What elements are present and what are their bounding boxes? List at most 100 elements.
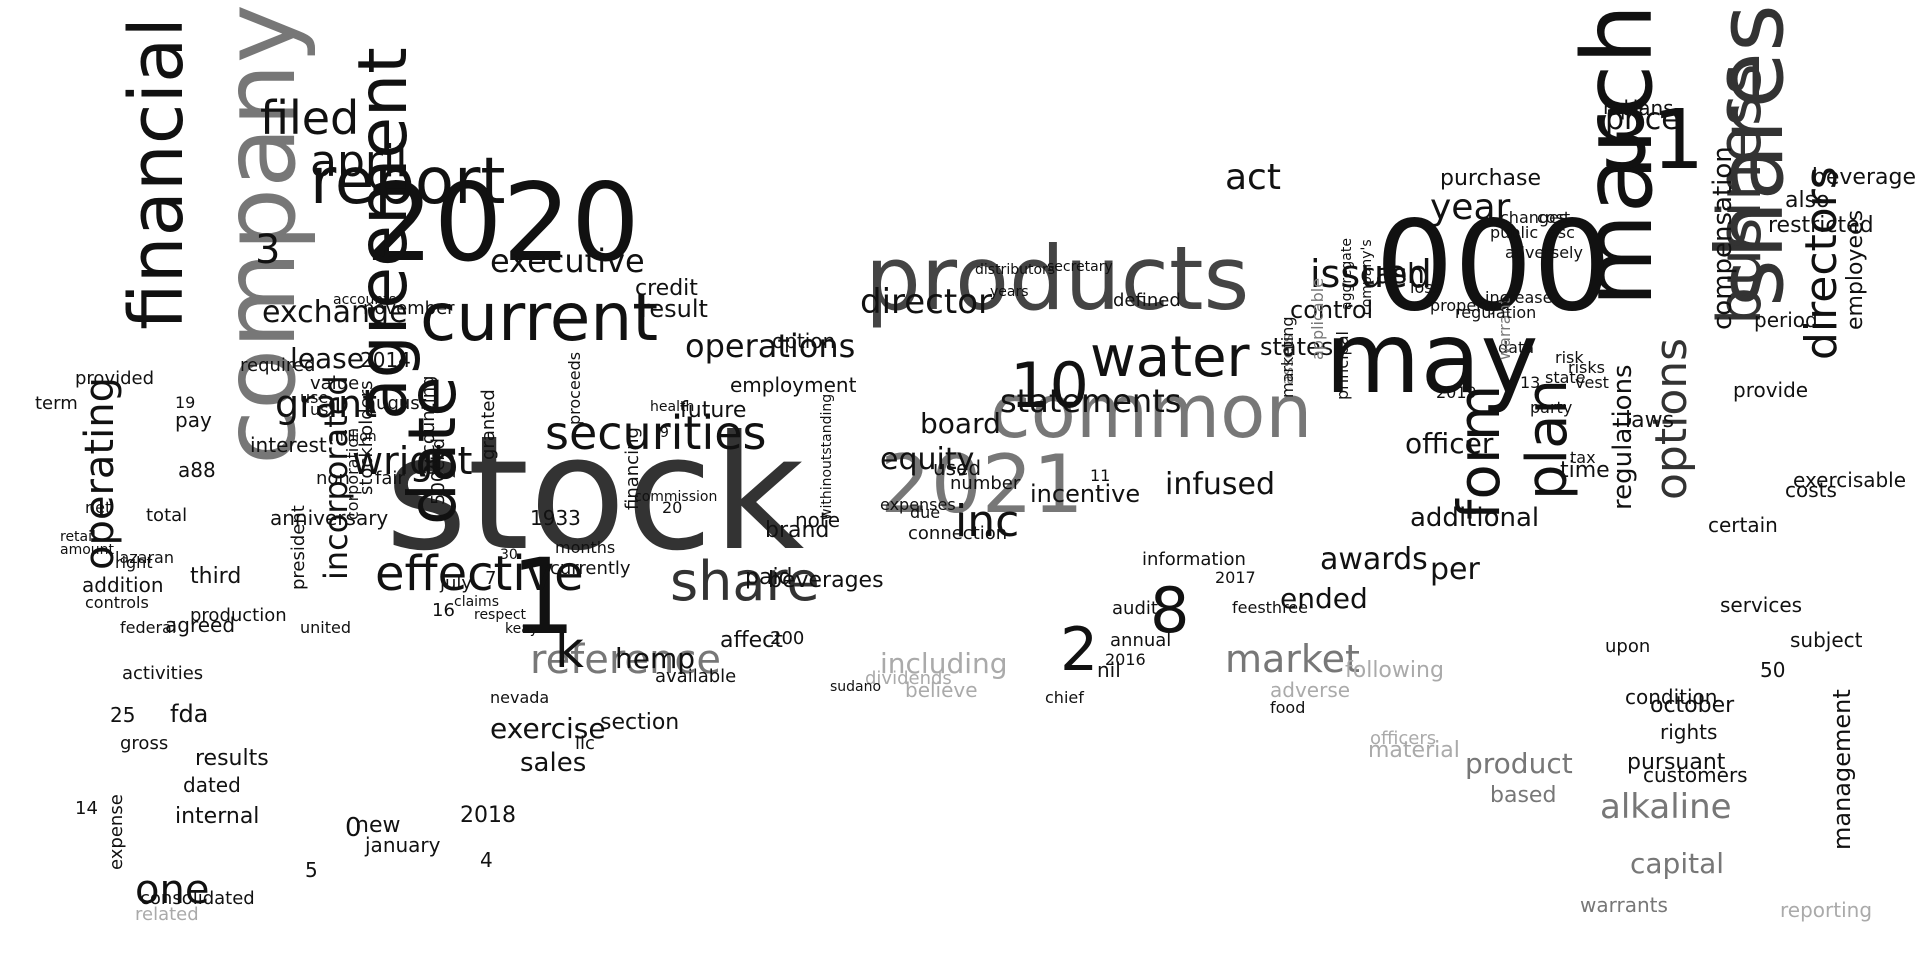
word-securities: securities xyxy=(545,406,767,460)
word-net: net xyxy=(85,498,112,517)
word-dividends: dividends xyxy=(865,668,952,689)
word-a88: a88 xyxy=(178,458,216,482)
word-distributors: distributors xyxy=(975,262,1056,278)
word-compensation: compensation xyxy=(1708,146,1738,330)
word-beverage: beverage xyxy=(1811,165,1916,190)
word-7: 7 xyxy=(485,568,497,589)
word-result: result xyxy=(640,295,708,323)
word-products: products xyxy=(865,227,1250,330)
word-4: 4 xyxy=(480,848,493,872)
word-expenses: expenses xyxy=(880,495,956,514)
word-5: 5 xyxy=(305,858,318,882)
word-9: 9 xyxy=(660,425,669,441)
word-third: third xyxy=(190,564,242,589)
word-secretary: secretary xyxy=(1047,259,1113,275)
word-19: 19 xyxy=(175,393,196,412)
word-officers: officers xyxy=(1370,728,1437,749)
word-laws: laws xyxy=(1625,408,1675,433)
word-ended: ended xyxy=(1280,582,1368,615)
word-following: following xyxy=(1345,658,1444,683)
word-water: water xyxy=(1090,325,1250,390)
word-current: current xyxy=(420,279,659,356)
word-company-s: company's xyxy=(1359,239,1375,315)
word-market: market xyxy=(1225,637,1360,681)
word-warrants: warrants xyxy=(1580,893,1668,917)
word-31: 31 xyxy=(1600,93,1705,188)
word-3: 3 xyxy=(255,227,281,273)
word-adversely: adversely xyxy=(1505,243,1583,262)
word-believe: believe xyxy=(905,678,978,702)
word-respect: respect xyxy=(474,607,527,623)
word-loss: loss xyxy=(1410,278,1441,297)
word-0: 0 xyxy=(345,813,362,843)
word-regulations: regulations xyxy=(1608,364,1638,510)
word-years: years xyxy=(990,284,1029,300)
word-costs: costs xyxy=(1785,478,1837,502)
word-certain: certain xyxy=(1708,513,1778,537)
word-period: period xyxy=(1754,308,1818,332)
word-paid: paid xyxy=(745,565,793,590)
word-13: 13 xyxy=(1520,373,1541,392)
word-sudano: sudano xyxy=(830,679,882,695)
word-adverse: adverse xyxy=(1270,678,1351,702)
word-30: 30 xyxy=(500,547,518,563)
word-subject: subject xyxy=(1790,628,1863,652)
word-purchase: purchase xyxy=(1440,166,1541,191)
word-president: president xyxy=(288,505,309,590)
word-statements: statements xyxy=(1000,382,1182,420)
word-united: united xyxy=(300,618,351,637)
word-applicable: applicable xyxy=(1308,277,1327,360)
word-capital: capital xyxy=(1630,847,1725,880)
word-issued: issued xyxy=(1310,252,1432,296)
word-20: 20 xyxy=(662,498,683,517)
word-exercise: exercise xyxy=(490,712,606,745)
word-property: property xyxy=(1430,296,1499,315)
word-principal: principal xyxy=(1333,331,1352,400)
word-nevada: nevada xyxy=(490,688,550,707)
word-500cbd: 500cbd xyxy=(428,437,449,505)
word-infused: infused xyxy=(1165,467,1276,502)
word-audit: audit xyxy=(1112,598,1158,619)
word-upon: upon xyxy=(1605,636,1651,657)
word-non: non xyxy=(316,468,350,489)
word-gross: gross xyxy=(120,733,169,754)
word-16: 16 xyxy=(432,600,455,621)
word-financial: financial xyxy=(114,17,200,330)
word-used: used xyxy=(933,456,982,480)
word-inc: inc xyxy=(955,496,1020,547)
word-2: 2 xyxy=(1060,615,1099,685)
word-regulation: regulation xyxy=(1455,303,1537,322)
word-activities: activities xyxy=(122,663,204,684)
word-additional: additional xyxy=(1410,503,1540,533)
word-rights: rights xyxy=(1660,720,1718,744)
word-million: million xyxy=(330,429,377,445)
word-aggregate: aggregate xyxy=(1339,238,1355,310)
word-alkaline: alkaline xyxy=(1600,787,1732,827)
word-related: related xyxy=(135,904,199,925)
word-awards: awards xyxy=(1320,542,1428,577)
word-option: option xyxy=(772,329,836,353)
word-llc: llc xyxy=(575,733,595,754)
word-condition: condition xyxy=(1625,685,1718,709)
word-hemp: hemp xyxy=(615,642,696,675)
word-price: price xyxy=(1605,102,1680,137)
word-employment: employment xyxy=(730,373,857,397)
word-year: year xyxy=(1430,187,1511,228)
word-august: august xyxy=(365,393,427,414)
word-grant: grant xyxy=(275,382,378,426)
word-connection: connection xyxy=(908,523,1008,544)
word-k: k xyxy=(555,621,584,679)
word-also: also xyxy=(1785,188,1830,213)
word-equity: equity xyxy=(880,442,975,477)
word-pursuant: pursuant xyxy=(1627,750,1726,775)
word-pay: pay xyxy=(175,408,212,432)
word-50: 50 xyxy=(1760,658,1786,682)
word-based: based xyxy=(1490,783,1557,808)
word-results: results xyxy=(195,746,269,771)
word-plans: plans xyxy=(1620,96,1674,120)
word-exercisable: exercisable xyxy=(1793,468,1907,492)
word-provide: provide xyxy=(1733,378,1809,402)
word-future: future xyxy=(680,398,747,423)
word-stock: stock xyxy=(385,402,805,586)
